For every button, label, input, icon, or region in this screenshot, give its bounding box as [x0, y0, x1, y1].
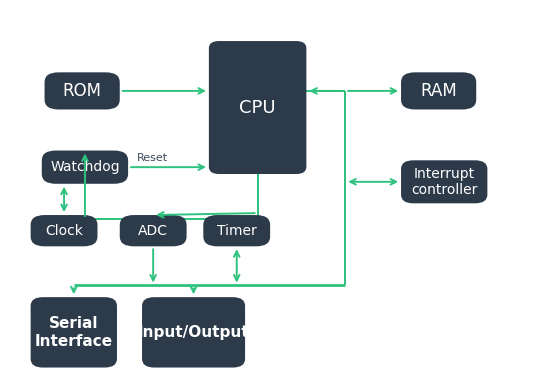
FancyBboxPatch shape — [401, 72, 476, 109]
Text: Interrupt
controller: Interrupt controller — [411, 167, 477, 197]
Text: Input/Output: Input/Output — [138, 325, 250, 340]
Text: RAM: RAM — [421, 82, 457, 100]
Text: Watchdog: Watchdog — [50, 160, 120, 174]
Text: CPU: CPU — [240, 99, 276, 117]
FancyBboxPatch shape — [31, 215, 97, 246]
Text: Reset: Reset — [136, 153, 168, 163]
FancyBboxPatch shape — [42, 151, 128, 184]
Text: Serial
Interface: Serial Interface — [35, 316, 113, 348]
FancyBboxPatch shape — [401, 160, 487, 203]
FancyBboxPatch shape — [142, 297, 245, 368]
Text: Clock: Clock — [45, 224, 83, 238]
FancyBboxPatch shape — [45, 72, 120, 109]
Text: ADC: ADC — [138, 224, 168, 238]
FancyBboxPatch shape — [31, 297, 117, 368]
Text: Timer: Timer — [217, 224, 257, 238]
FancyBboxPatch shape — [209, 41, 306, 174]
FancyBboxPatch shape — [120, 215, 187, 246]
FancyBboxPatch shape — [203, 215, 270, 246]
Text: ROM: ROM — [62, 82, 102, 100]
